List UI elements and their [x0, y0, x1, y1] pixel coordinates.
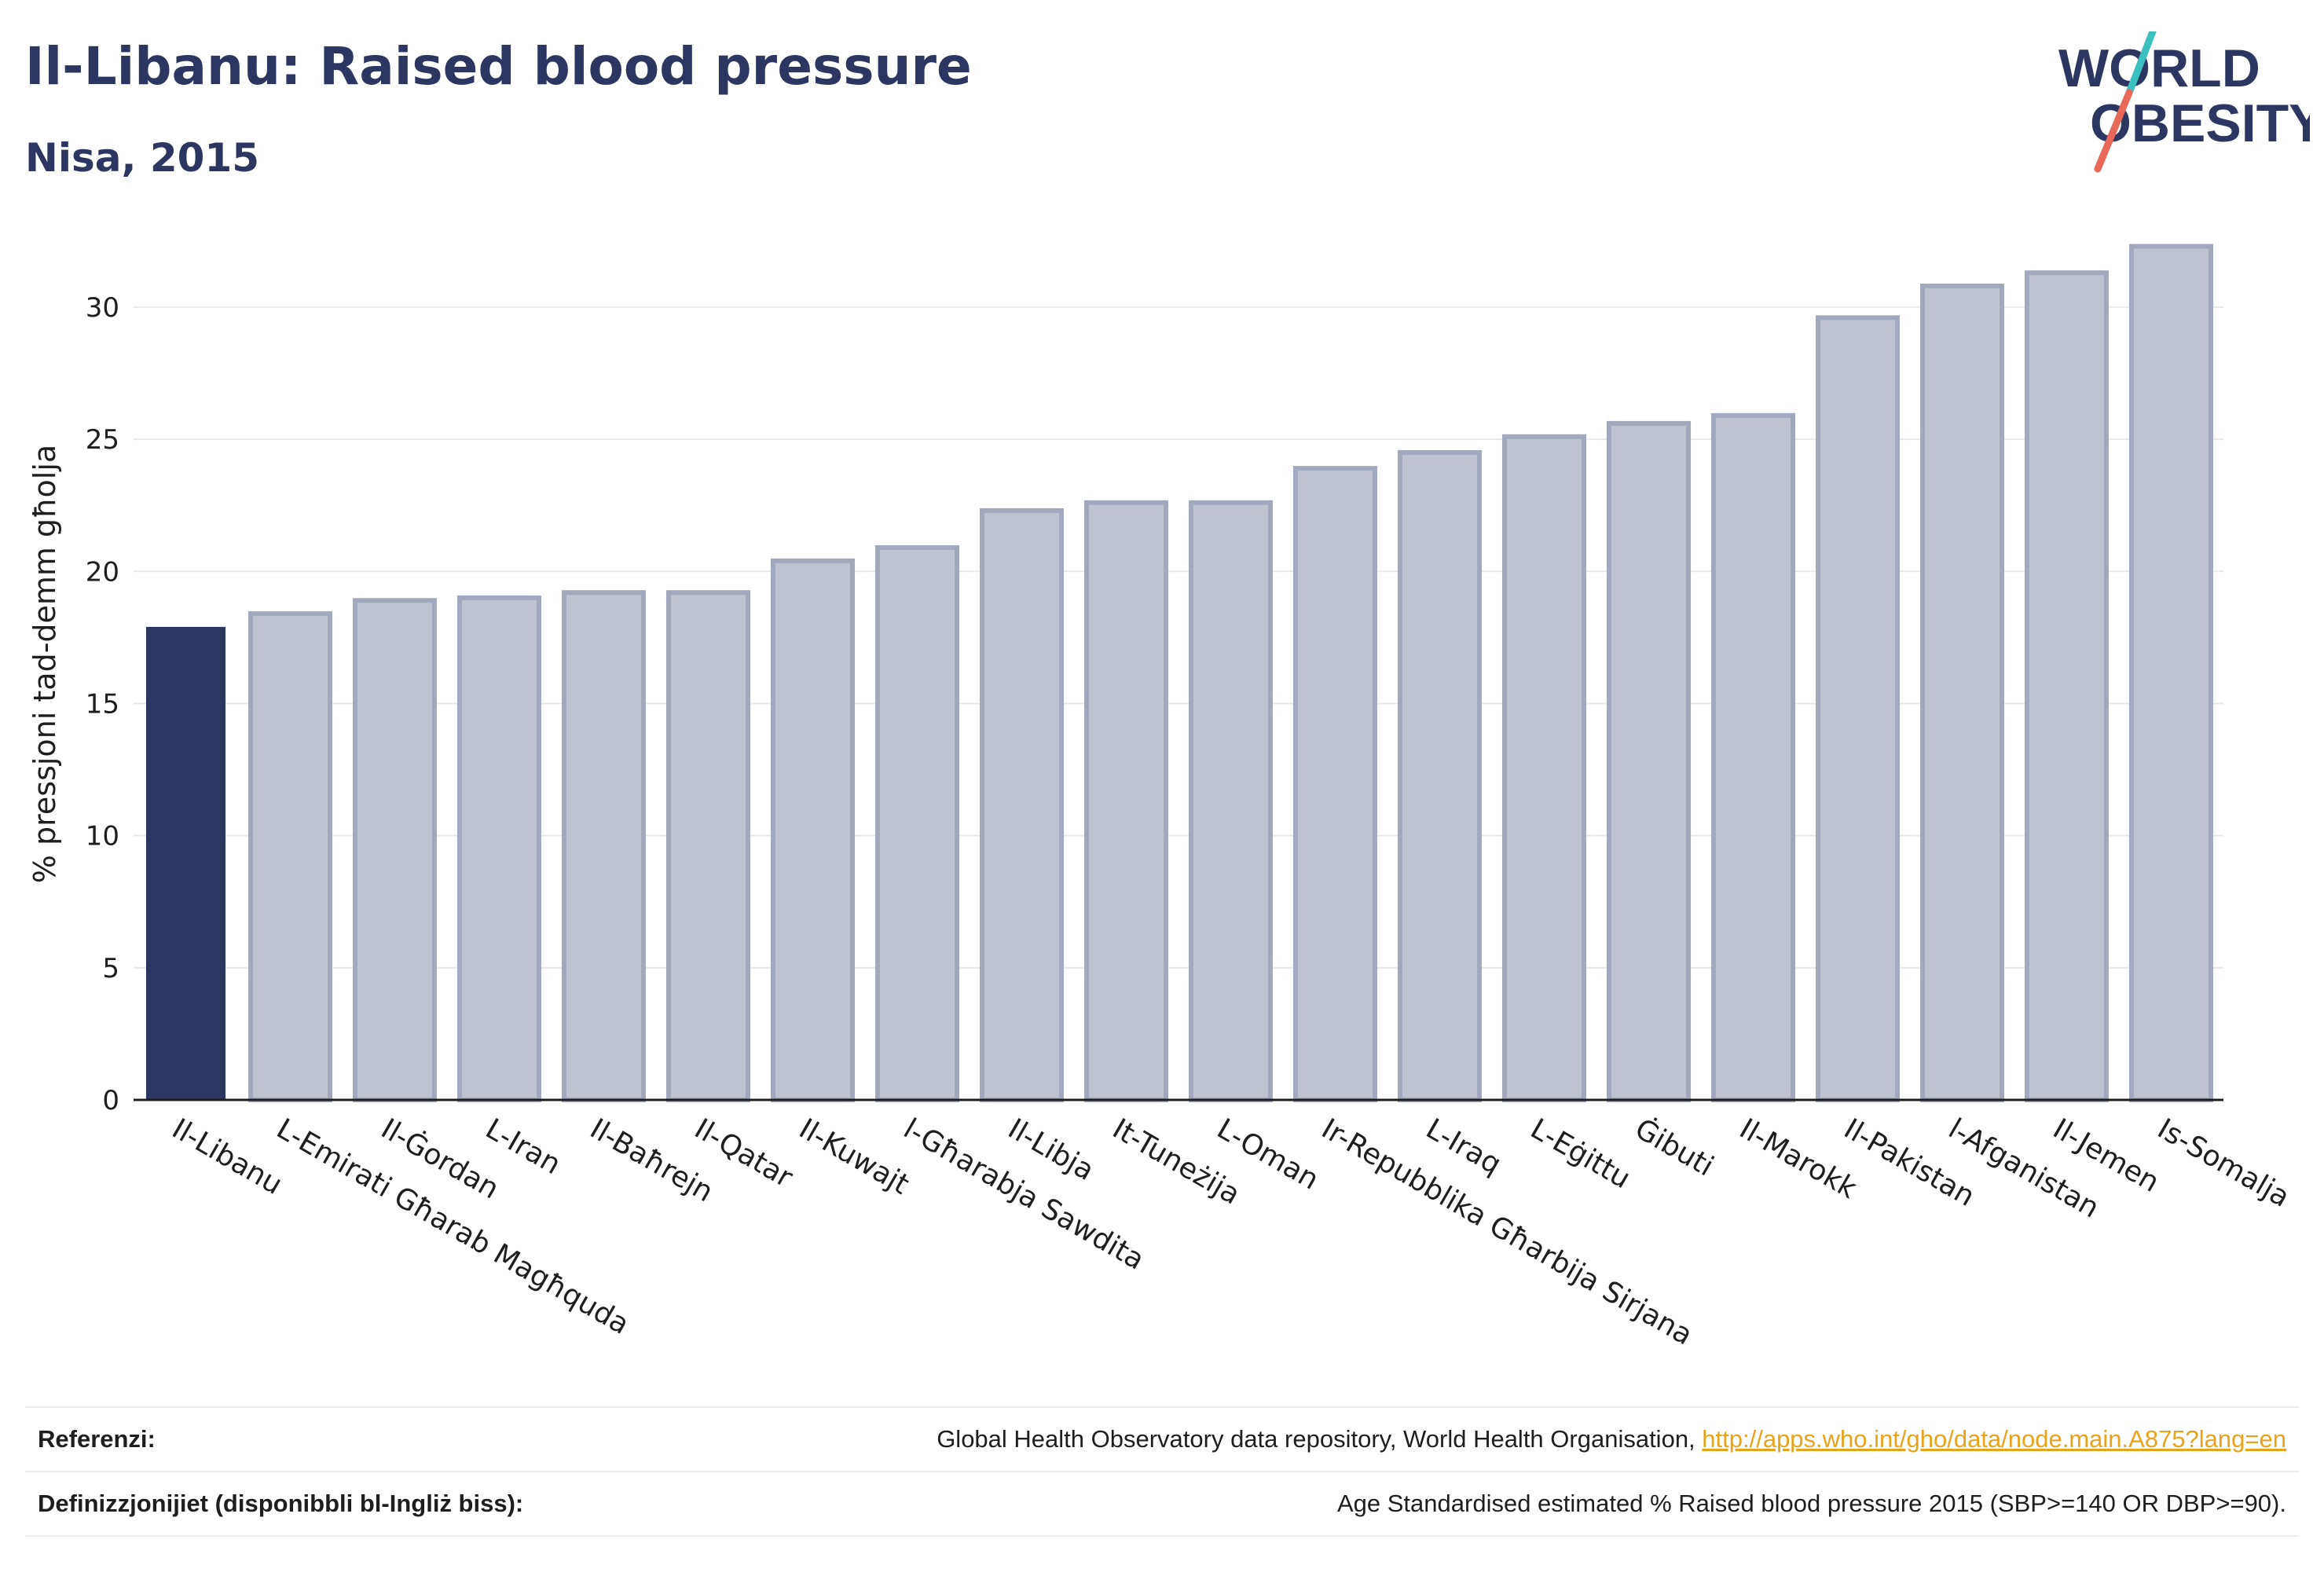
bar [145, 626, 226, 1100]
logo-word-world: WORLD [2058, 38, 2260, 98]
x-tick-label: Il-Kuwajt [794, 1112, 915, 1200]
bar [1919, 284, 2005, 1102]
y-tick-label: 30 [86, 292, 119, 324]
x-tick-label: L-Eġittu [1525, 1112, 1636, 1195]
bar [1815, 315, 1901, 1102]
logo-slash-teal [2125, 31, 2157, 97]
bar-chart: 0 5 10 15 20 25 30 % pressjoni tad-demm għolja I… [27, 244, 2295, 1352]
x-tick-label: L-Emirati Għarab Magħquda [271, 1112, 634, 1341]
y-tick-label: 5 [102, 953, 119, 984]
y-tick-label: 0 [102, 1085, 119, 1116]
bar [1188, 500, 1274, 1102]
references-label: Referenzi: [38, 1425, 156, 1453]
bar [561, 590, 647, 1102]
bar [1606, 420, 1692, 1102]
bar [1397, 449, 1483, 1102]
bar [770, 558, 856, 1102]
y-axis-title: % pressjoni tad-demm għolja [27, 445, 62, 883]
y-tick-label: 20 [86, 556, 119, 588]
bar [456, 595, 542, 1102]
chart-subtitle: Nisa, 2015 [25, 135, 260, 181]
bar [1083, 500, 1169, 1102]
y-tick-label: 15 [86, 688, 119, 720]
x-tick-label: Ġibuti [1629, 1112, 1719, 1182]
definitions-label: Definizzjonijiet (disponibbli bl-Ingliż … [38, 1490, 524, 1517]
x-tick-label: Il-Marokk [1734, 1112, 1862, 1205]
y-tick-label: 10 [86, 821, 119, 852]
definitions-text: Age Standardised estimated % Raised bloo… [1336, 1490, 2286, 1517]
definitions-row: Definizzjonijiet (disponibbli bl-Ingliż … [25, 1471, 2299, 1537]
bar [2128, 244, 2214, 1103]
chart-title: Il-Libanu: Raised blood pressure [25, 36, 972, 97]
y-tick-label: 25 [86, 424, 119, 456]
logo-slash-red [2094, 89, 2133, 173]
bar [247, 611, 333, 1102]
bar [1710, 412, 1796, 1102]
world-obesity-logo: WORLD OBESITY [2058, 31, 2310, 173]
bar [1292, 466, 1378, 1102]
bar [1501, 434, 1587, 1102]
references-link[interactable]: http://apps.who.int/gho/data/node.main.A… [1702, 1425, 2286, 1453]
bar [979, 508, 1065, 1102]
bar [352, 598, 438, 1102]
references-text: Global Health Observatory data repositor… [937, 1425, 1703, 1453]
x-tick-label: Il-Libanu [167, 1112, 288, 1201]
references-row: Referenzi: Global Health Observatory dat… [25, 1406, 2299, 1471]
bar [665, 590, 751, 1102]
bar [2024, 270, 2110, 1103]
x-tick-label: Ir-Repubblika Għarbija Sirjana [1316, 1112, 1698, 1351]
references-value: Global Health Observatory data repositor… [937, 1425, 2286, 1453]
footer: Referenzi: Global Health Observatory dat… [25, 1406, 2299, 1537]
x-tick-label: Is-Somalja [2152, 1112, 2295, 1214]
bar [874, 545, 960, 1102]
